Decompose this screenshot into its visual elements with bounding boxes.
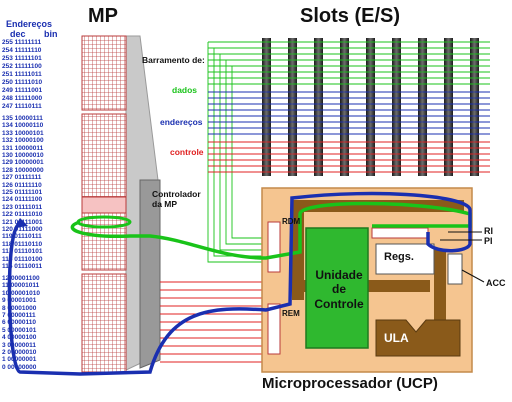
bus-title: Barramento de: xyxy=(142,55,205,65)
address-entry: 135 10000111 xyxy=(2,115,43,122)
address-entry: 130 10000010 xyxy=(2,152,44,159)
bus-address-label: endereços xyxy=(160,117,203,127)
address-arrow-head xyxy=(14,218,28,228)
address-header: Endereços xyxy=(6,19,53,29)
address-entry: 6 00000110 xyxy=(2,319,36,327)
address-entry: 123 01111011 xyxy=(2,203,43,211)
address-entry: 119 01110111 xyxy=(2,233,42,241)
address-entry: 118 01110110 xyxy=(2,240,43,248)
address-entry: 249 11111001 xyxy=(2,87,43,94)
address-entry: 116 01110100 xyxy=(2,255,43,263)
address-entry: 129 10000001 xyxy=(2,159,44,167)
alu-shape xyxy=(375,319,461,357)
control-unit-box xyxy=(305,227,369,349)
address-entry: 11 00001011 xyxy=(2,282,40,290)
address-entry: 132 10000100 xyxy=(2,137,44,145)
memory-title: MP xyxy=(88,5,118,27)
bus-data-label: dados xyxy=(172,85,198,95)
acc-pointer xyxy=(461,269,485,283)
rdm-register xyxy=(267,221,281,273)
memory-block-bottom xyxy=(81,273,127,373)
address-entry: 128 10000000 xyxy=(2,166,44,174)
slots-title: Slots (E/S) xyxy=(300,5,401,27)
address-entry: 125 01111101 xyxy=(2,189,43,196)
address-entry: 254 11111110 xyxy=(2,47,42,54)
address-header-dec: dec xyxy=(10,29,26,39)
address-entry: 3 00000011 xyxy=(2,341,36,349)
address-entry: 115 01110011 xyxy=(2,263,43,270)
address-entry: 4 00000100 xyxy=(2,334,37,342)
address-entry: 253 11111101 xyxy=(2,55,42,62)
address-entry: 120 01111000 xyxy=(2,226,43,233)
registers-label: Regs. xyxy=(384,251,414,263)
acc-box xyxy=(447,253,463,285)
address-header-bin: bin xyxy=(44,29,58,39)
bus-control-label: controle xyxy=(170,147,204,157)
address-entry: 251 11111011 xyxy=(2,71,42,78)
address-entry: 121 01111001 xyxy=(2,218,43,226)
memory-block-top xyxy=(81,35,127,111)
memory-controller-label: Controlador da MP xyxy=(152,189,201,209)
slot-bus-pins xyxy=(265,38,475,176)
address-entry: 117 01110101 xyxy=(2,248,43,256)
address-entry: 247 11110111 xyxy=(2,103,42,110)
memory-controller-box xyxy=(139,179,161,369)
memory-block-mid xyxy=(81,113,127,271)
address-entry: 124 01111100 xyxy=(2,196,43,204)
address-entry: 9 00001001 xyxy=(2,297,37,305)
address-entry: 248 11111000 xyxy=(2,95,43,102)
data-flow-path xyxy=(70,201,472,260)
registers-box xyxy=(375,243,435,275)
rem-register xyxy=(267,303,281,355)
address-entry: 126 01111110 xyxy=(2,181,42,189)
io-slots xyxy=(262,38,479,176)
address-entry: 10 00001010 xyxy=(2,289,40,297)
address-entry: 127 01111111 xyxy=(2,174,42,182)
address-entry: 12 00001100 xyxy=(2,275,40,282)
pi-label: PI xyxy=(484,236,493,246)
address-entry: 0 00000000 xyxy=(2,363,37,371)
address-bus-lines xyxy=(208,91,490,135)
control-bus-lines xyxy=(160,141,490,363)
register-ri xyxy=(371,227,429,239)
address-entry: 5 00000101 xyxy=(2,326,37,334)
rdm-label: RDM xyxy=(282,217,300,226)
address-entry: 250 11111010 xyxy=(2,79,43,86)
address-entry: 122 01111010 xyxy=(2,211,43,219)
address-entry: 252 11111100 xyxy=(2,63,42,70)
ri-label: RI xyxy=(484,226,493,236)
address-entry: 7 00000111 xyxy=(2,312,36,319)
cpu-title: Microprocessador (UCP) xyxy=(262,375,438,392)
address-entry: 1 00000001 xyxy=(2,356,37,364)
address-flow-path xyxy=(7,191,472,376)
memory-highlight-cell xyxy=(81,196,127,214)
address-entry: 131 10000011 xyxy=(2,144,44,152)
address-entry: 255 11111111 xyxy=(2,39,42,46)
control-unit-label: Unidade de Controle xyxy=(314,268,364,311)
address-entry: 2 00000010 xyxy=(2,349,37,356)
rem-label: REM xyxy=(282,309,300,318)
alu-label: ULA xyxy=(384,331,409,345)
address-entry: 134 10000110 xyxy=(2,122,44,130)
address-entry: 8 00001000 xyxy=(2,304,37,312)
acc-label: ACC xyxy=(486,278,506,288)
address-entry: 133 10000101 xyxy=(2,129,44,137)
